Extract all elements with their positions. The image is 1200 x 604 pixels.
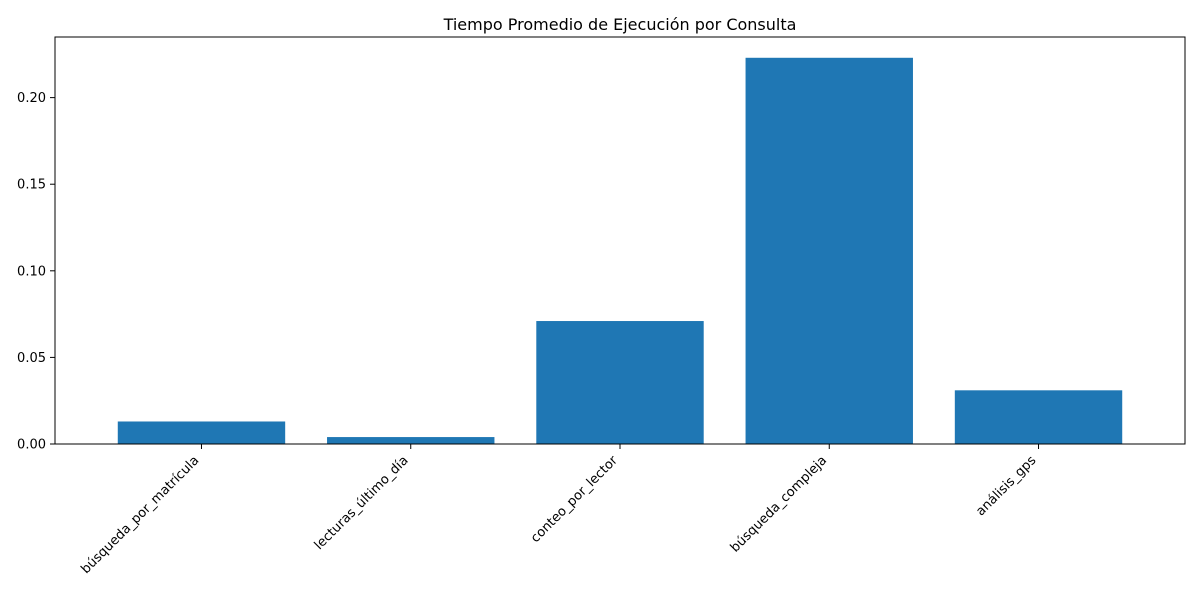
x-tick-label-3: búsqueda_compleja — [728, 453, 830, 555]
bars-layer — [117, 57, 1123, 444]
x-tick-label-0: búsqueda_por_matrícula — [78, 453, 202, 577]
bar-3 — [745, 57, 913, 444]
x-tick-label-1: lecturas_último_día — [312, 453, 412, 553]
y-tick-label-1: 0.05 — [17, 351, 46, 366]
bar-0 — [117, 421, 286, 444]
y-tick-label-3: 0.15 — [17, 178, 46, 193]
bar-4 — [954, 390, 1123, 444]
chart-title: Tiempo Promedio de Ejecución por Consult… — [443, 15, 797, 34]
y-tick-label-0: 0.00 — [17, 438, 46, 453]
x-axis-ticks: búsqueda_por_matrícula lecturas_último_dí… — [78, 444, 1039, 577]
x-tick-label-4: análisis_gps — [973, 453, 1039, 519]
y-axis-ticks: 0.00 0.05 0.10 0.15 0.20 — [17, 91, 55, 453]
bar-2 — [536, 321, 704, 444]
y-tick-label-4: 0.20 — [17, 91, 46, 106]
bar-1 — [327, 437, 495, 444]
y-tick-label-2: 0.10 — [17, 264, 46, 279]
x-tick-label-2: conteo_por_lector — [528, 453, 621, 546]
